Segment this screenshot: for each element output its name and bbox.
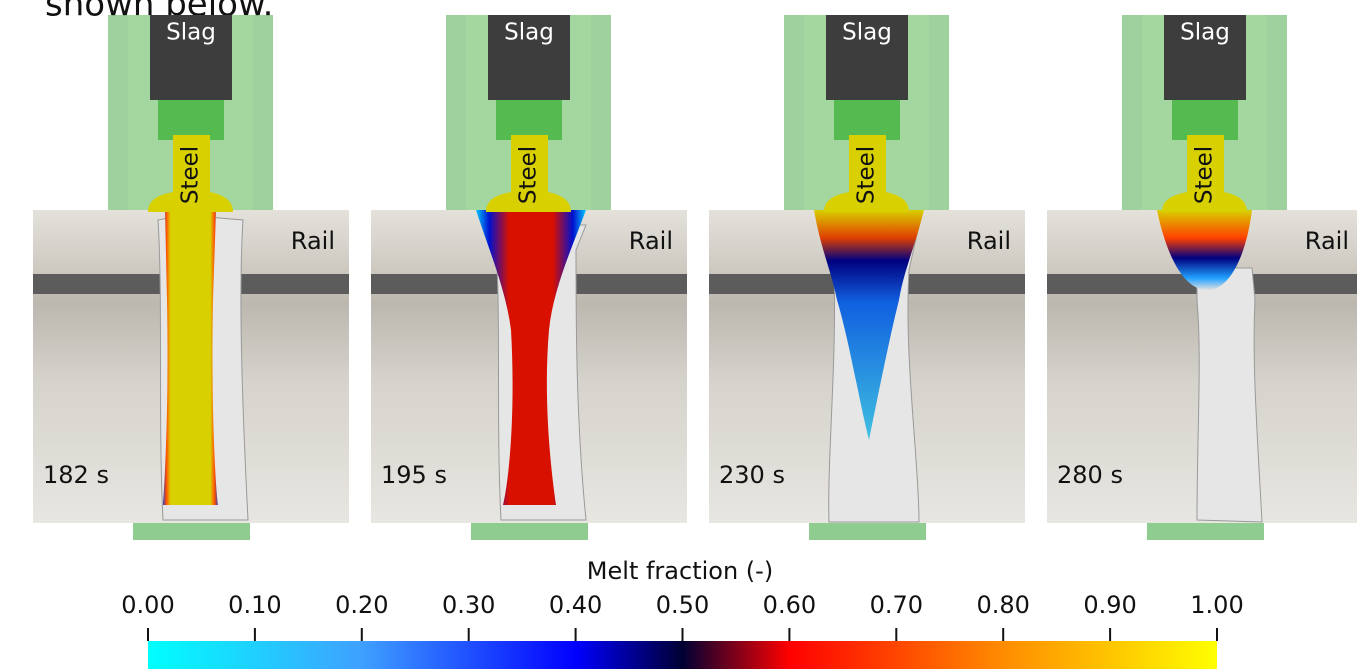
rail-label: Rail	[629, 227, 673, 255]
steel-label: Steel	[854, 146, 880, 204]
time-label: 195 s	[381, 461, 447, 489]
time-label: 230 s	[719, 461, 785, 489]
weld-gap	[1197, 268, 1262, 522]
tick-label: 0.50	[656, 591, 709, 619]
green-plug	[1172, 100, 1238, 140]
tick-label: 0.60	[763, 591, 816, 619]
figure: shown below. Melt fraction (-) SlagSteel…	[0, 0, 1357, 669]
tick-label: 0.80	[976, 591, 1029, 619]
tick-label: 0.90	[1083, 591, 1136, 619]
tick-label: 0.70	[870, 591, 923, 619]
panel: Slag Steel Rail 230 s	[709, 15, 1025, 540]
tick-label: 0.40	[549, 591, 602, 619]
tick-label: 0.00	[121, 591, 174, 619]
panel: Slag Steel Rail 195 s	[371, 15, 687, 540]
tick-label: 1.00	[1190, 591, 1243, 619]
slag-label: Slag	[166, 20, 216, 46]
rail-label: Rail	[291, 227, 335, 255]
steel-label: Steel	[178, 146, 204, 204]
steel-label: Steel	[516, 146, 542, 204]
tick-label: 0.30	[442, 591, 495, 619]
time-label: 280 s	[1057, 461, 1123, 489]
slag-label: Slag	[1180, 20, 1230, 46]
melt-region	[163, 210, 218, 505]
green-plug	[834, 100, 900, 140]
green-plug	[496, 100, 562, 140]
steel-label: Steel	[1192, 146, 1218, 204]
slag-label: Slag	[504, 20, 554, 46]
panel: Slag Steel Rail 182 s	[33, 15, 349, 540]
tick-label: 0.10	[228, 591, 281, 619]
time-label: 182 s	[43, 461, 109, 489]
rail-label: Rail	[1305, 227, 1349, 255]
rail-label: Rail	[967, 227, 1011, 255]
colorbar-title: Melt fraction (-)	[587, 557, 773, 585]
tick-label: 0.20	[335, 591, 388, 619]
panel: Slag Steel Rail 280 s	[1047, 15, 1357, 540]
slag-label: Slag	[842, 20, 892, 46]
green-plug	[158, 100, 224, 140]
colorbar	[148, 641, 1217, 669]
